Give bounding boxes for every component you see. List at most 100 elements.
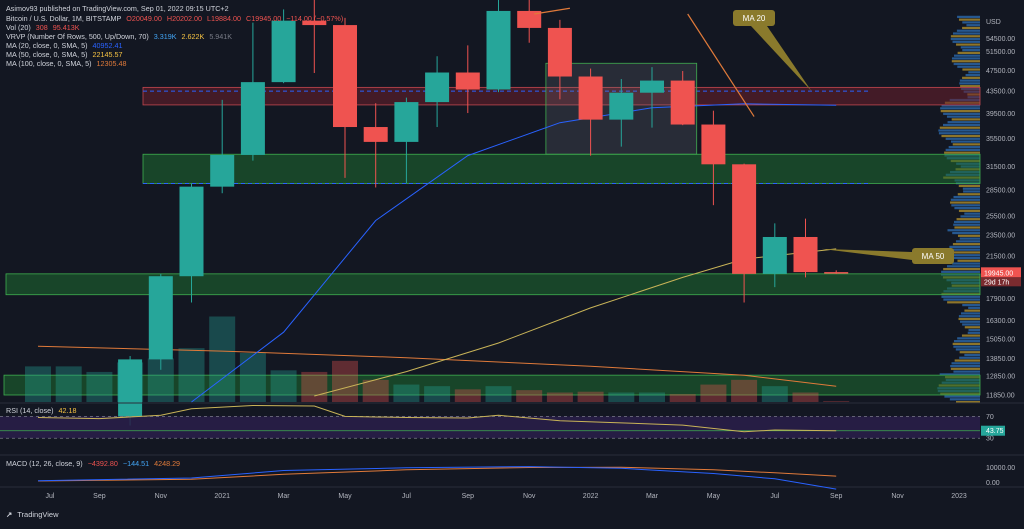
time-axis-tick: Mar	[278, 493, 291, 500]
volume-profile-bar	[953, 32, 980, 35]
volume-profile-bar	[957, 65, 980, 68]
vrvp-line[interactable]: VRVP (Number Of Rows, 500, Up/Down, 70) …	[6, 32, 235, 42]
volume-bar	[332, 360, 358, 402]
ma100-line[interactable]: MA (100, close, 0, SMA, 5) 12305.48	[6, 59, 129, 69]
volume-profile-bar	[953, 195, 980, 199]
candle-body	[394, 102, 419, 142]
price-axis-tick: 12850.00	[986, 374, 1015, 381]
candle-body	[578, 76, 603, 120]
volume-profile-bar	[950, 198, 980, 201]
macd-legend[interactable]: MACD (12, 26, close, 9) −4392.80 −144.51…	[6, 459, 183, 469]
rsi-axis-tick: 30	[986, 436, 994, 443]
macd-value-1: −4392.80	[87, 459, 118, 468]
volume-bar	[608, 392, 635, 402]
rsi-value: 42.18	[58, 406, 77, 415]
volume-profile-bar	[950, 367, 980, 370]
volume-profile-bar	[957, 193, 980, 196]
volume-profile-bar	[961, 334, 980, 337]
macd-axis-tick: 10000.00	[986, 465, 1015, 472]
time-axis-tick: 2021	[214, 493, 230, 500]
ma20-line	[191, 103, 837, 403]
volume-bar	[424, 386, 451, 402]
volume-profile-bar	[953, 223, 980, 226]
volume-profile-bar	[949, 254, 980, 257]
trend-line	[687, 13, 755, 117]
candle-body	[271, 20, 296, 83]
volume-profile-bar	[952, 342, 980, 345]
rsi-label: RSI (14, close)	[6, 406, 54, 415]
price-axis-tick: 17900.00	[986, 296, 1015, 303]
rsi-badge-label: 43.75	[986, 428, 1004, 435]
volume-bar	[731, 379, 758, 402]
price-axis-tick: 13850.00	[986, 356, 1015, 363]
volume-profile-bar	[947, 251, 980, 254]
volume-bar	[86, 371, 113, 402]
candle-body	[179, 186, 204, 277]
volume-profile-bar	[960, 215, 980, 218]
candle-body	[210, 154, 235, 187]
volume-profile-bar	[967, 331, 980, 334]
tradingview-footer[interactable]: ↗ TradingView	[6, 510, 59, 519]
volume-profile-bar	[948, 146, 980, 149]
volume-bar	[761, 386, 788, 402]
volume-profile-bar	[957, 337, 980, 340]
vol-line[interactable]: Vol (20) 308 95.413K	[6, 23, 83, 33]
volume-profile-bar	[943, 112, 980, 115]
volume-profile-bar	[959, 79, 980, 82]
volume-profile-bar	[963, 190, 980, 193]
time-axis-tick: May	[707, 493, 721, 500]
volume-profile-bar	[949, 245, 980, 248]
symbol-line: Bitcoin / U.S. Dollar, 1M, BITSTAMP O200…	[6, 14, 346, 24]
volume-profile-bar	[962, 304, 980, 307]
change-value: −114.00 (−0.57%)	[286, 14, 344, 23]
ma20-value: 40952.41	[92, 41, 123, 50]
price-axis-tick: 54500.00	[986, 36, 1015, 43]
ma50-line[interactable]: MA (50, close, 0, SMA, 5) 22145.57	[6, 50, 125, 60]
volume-bar	[178, 348, 205, 402]
volume-profile-bar	[952, 262, 980, 265]
time-axis-tick: Jul	[770, 493, 779, 500]
rsi-legend[interactable]: RSI (14, close) 42.18	[6, 406, 80, 416]
volume-profile-bar	[943, 267, 980, 271]
volume-profile-bar	[951, 118, 980, 121]
callout-label: MA 50	[922, 252, 945, 261]
price-axis-tick: 47500.00	[986, 68, 1015, 75]
time-axis-tick: Nov	[155, 493, 168, 500]
ma100-label: MA (100, close, 0, SMA, 5)	[6, 59, 92, 68]
ma100-line	[37, 345, 837, 387]
countdown-label: 29d 17h	[984, 279, 1009, 286]
ma20-line[interactable]: MA (20, close, 0, SMA, 5) 40952.41	[6, 41, 125, 51]
volume-profile-bar	[968, 306, 980, 309]
volume-profile-bar	[942, 123, 980, 127]
rsi-axis-tick: 70	[986, 414, 994, 421]
macd-axis-tick: 0.00	[986, 480, 1000, 487]
vrvp-value-2: 2.622K	[181, 32, 205, 41]
volume-bar	[454, 389, 481, 402]
volume-profile-bar	[962, 21, 980, 24]
volume-profile-bar	[951, 204, 980, 207]
macd-line	[37, 466, 837, 490]
volume-profile-bar	[957, 259, 980, 262]
symbol-name[interactable]: Bitcoin / U.S. Dollar, 1M, BITSTAMP	[6, 14, 122, 23]
volume-profile-bar	[956, 29, 980, 32]
time-axis-tick: Jul	[46, 493, 55, 500]
callout-box	[912, 248, 954, 264]
volume-bar	[577, 391, 604, 402]
volume-profile-bar	[962, 187, 980, 190]
vrvp-value-3: 5.941K	[209, 32, 233, 41]
volume-profile-bar	[957, 234, 980, 237]
vrvp-label: VRVP (Number Of Rows, 500, Up/Down, 70)	[6, 32, 149, 41]
volume-profile-bar	[958, 18, 980, 21]
last-price-label: 19945.00	[984, 270, 1013, 277]
volume-bar	[546, 392, 573, 402]
candle-body	[670, 80, 695, 125]
volume-profile-bar	[954, 226, 980, 229]
candle-body	[302, 20, 327, 26]
time-axis-tick: Sep	[93, 493, 106, 500]
price-axis-tick: 21500.00	[986, 253, 1015, 260]
time-axis-tick: Nov	[523, 493, 536, 500]
volume-profile-bar	[940, 107, 980, 110]
volume-profile-bar	[946, 265, 980, 268]
